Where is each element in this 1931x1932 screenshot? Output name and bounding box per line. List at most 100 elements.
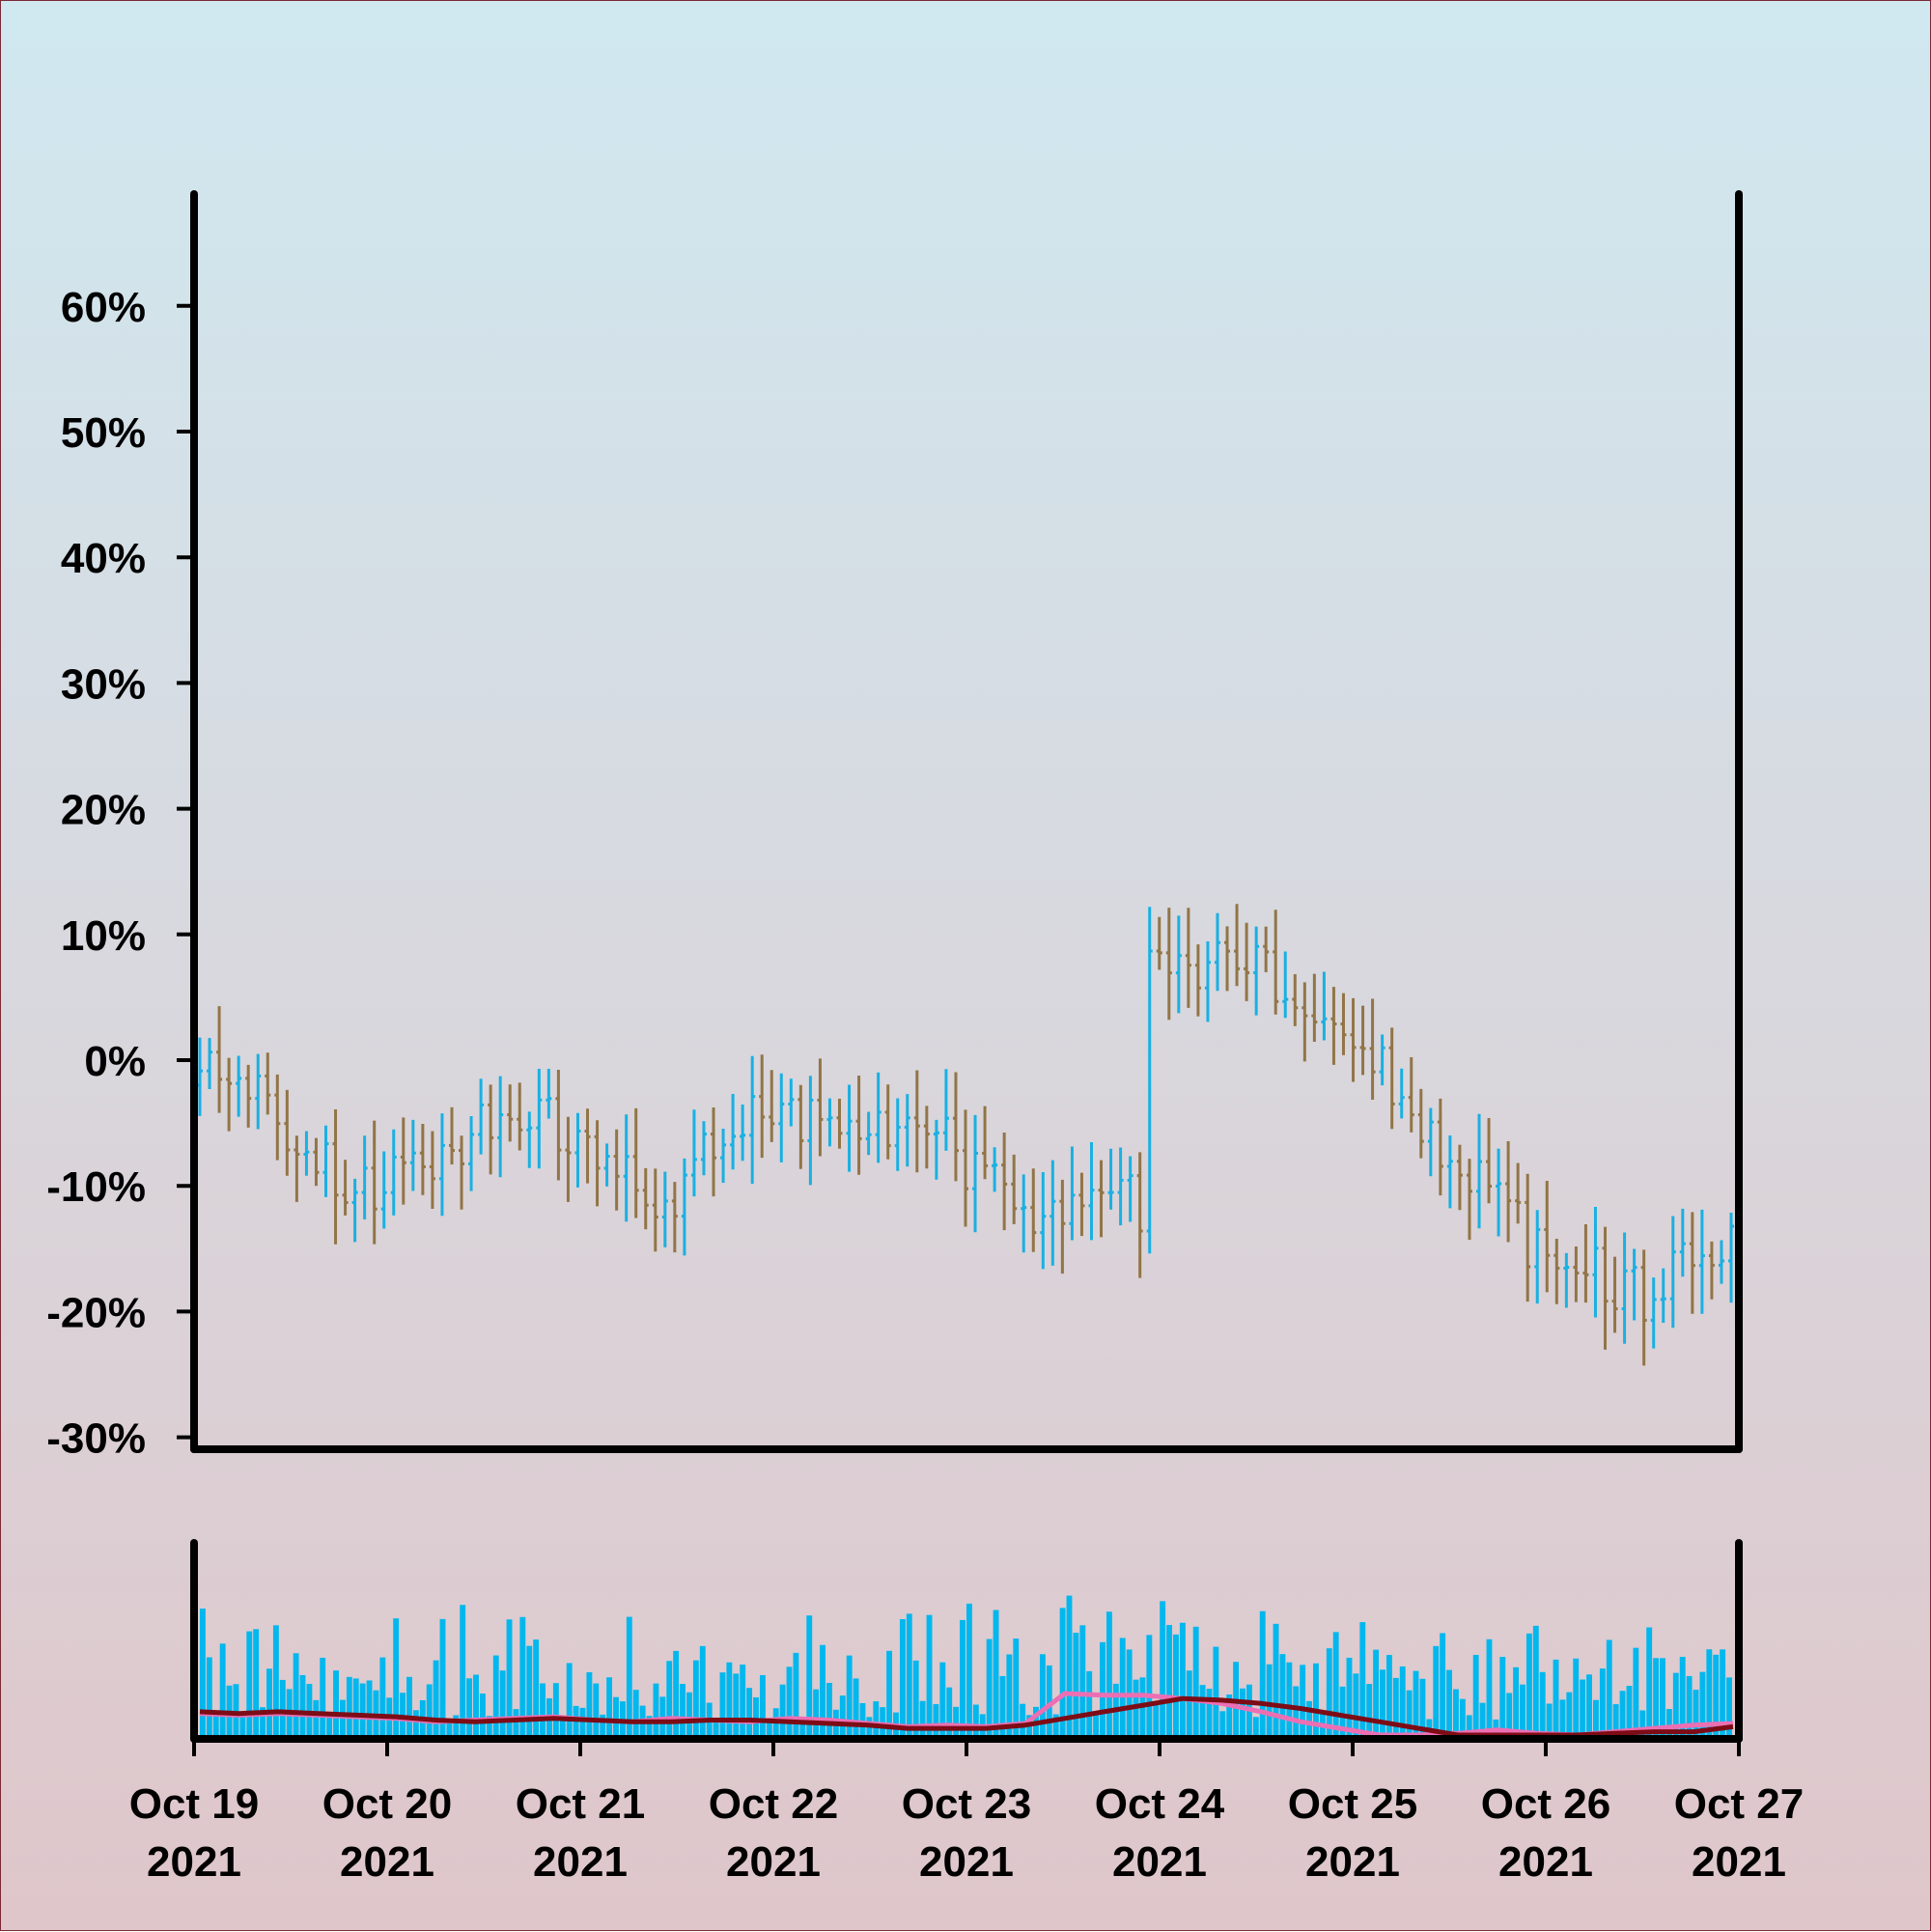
x-tick-label-day: Oct 24 (1095, 1780, 1225, 1828)
volume-bar (626, 1616, 632, 1739)
volume-bar (552, 1683, 559, 1739)
volume-bar (740, 1665, 746, 1739)
y-tick-label: 50% (61, 409, 146, 457)
ohlc-bar (361, 1135, 368, 1220)
ohlc-bar (923, 1106, 930, 1169)
ohlc-bar (963, 1109, 968, 1227)
volume-bar (1245, 1684, 1252, 1739)
ohlc-bar (788, 1078, 795, 1127)
volume-bar (873, 1701, 880, 1739)
volume-bar (412, 1710, 419, 1739)
ohlc-bar (255, 1053, 262, 1130)
ohlc-bar (1437, 1098, 1443, 1196)
volume-bar (513, 1709, 519, 1739)
volume-bar (939, 1662, 946, 1739)
ohlc-bar (1117, 1147, 1124, 1226)
volume-bar (1240, 1688, 1245, 1739)
ohlc-bar (1253, 926, 1260, 1016)
volume-bar (826, 1682, 832, 1739)
ohlc-bar (1650, 1277, 1657, 1349)
volume-bar (1479, 1702, 1486, 1739)
ohlc-bar (438, 1113, 445, 1217)
ohlc-bar (1476, 1113, 1483, 1229)
volume-bar (1206, 1689, 1213, 1739)
ohlc-bar (681, 1158, 687, 1256)
volume-bar (946, 1687, 953, 1739)
ohlc-bar (817, 1058, 824, 1157)
volume-bar (1013, 1638, 1020, 1739)
ohlc-bar (972, 1114, 979, 1233)
y-tick-label: 30% (61, 660, 146, 708)
ohlc-bar (769, 1070, 775, 1142)
volume-bar (1440, 1633, 1446, 1739)
ohlc-bar (351, 1178, 358, 1243)
volume-bar (1506, 1693, 1513, 1739)
ohlc-bar (448, 1106, 455, 1165)
volume-bar (1626, 1686, 1633, 1739)
ohlc-bar (1021, 1174, 1027, 1253)
ohlc-bar (1515, 1162, 1522, 1224)
x-tick-label-year: 2021 (1112, 1838, 1207, 1886)
volume-bar (1105, 1611, 1112, 1739)
volume-bar (1133, 1679, 1139, 1739)
ohlc-bar (1224, 926, 1231, 992)
ohlc-bar (390, 1129, 397, 1216)
ohlc-bar (1136, 1152, 1143, 1278)
volume-bar (1665, 1709, 1672, 1739)
volume-bar (1573, 1658, 1580, 1739)
volume-bar (699, 1645, 706, 1739)
ohlc-bar (671, 1182, 678, 1253)
volume-bar (1472, 1654, 1479, 1739)
x-axis: Oct 19 2021 Oct 20 2021 Oct 21 2021 Oct 22 2021… (129, 1739, 1805, 1886)
ohlc-bar (1582, 1223, 1589, 1303)
ohlc-bar (1321, 971, 1328, 1041)
volume-bar (1066, 1595, 1073, 1739)
volume-bar (433, 1660, 439, 1739)
ohlc-bar (740, 1104, 746, 1162)
volume-bar (759, 1674, 766, 1739)
volume-bar (293, 1653, 299, 1739)
ohlc-bar (1340, 993, 1347, 1055)
ohlc-bar (1359, 1005, 1366, 1076)
x-tick-label-day: Oct 26 (1481, 1780, 1611, 1828)
volume-bar (366, 1680, 373, 1739)
volume-bar (1446, 1669, 1452, 1739)
volume-bar (260, 1707, 266, 1739)
volume-bar (1346, 1657, 1353, 1739)
ohlc-bar (952, 1072, 959, 1182)
volume-bar (966, 1603, 972, 1739)
volume-bar (279, 1679, 286, 1739)
ohlc-bar (565, 1116, 572, 1202)
volume-bar (313, 1699, 320, 1739)
volume-bar (1079, 1625, 1086, 1739)
volume-bar (206, 1657, 212, 1739)
ohlc-bar (1505, 1140, 1512, 1243)
volume-bar (960, 1619, 966, 1739)
volume-bar (999, 1675, 1006, 1739)
volume-bar (646, 1716, 653, 1739)
volume-bar (1166, 1624, 1172, 1739)
ohlc-bar (216, 1006, 223, 1113)
volume-bar (526, 1645, 533, 1739)
volume-bar (200, 1609, 206, 1739)
ohlc-bar (1127, 1156, 1133, 1222)
ohlc-bar (1544, 1181, 1551, 1293)
ohlc-bar (904, 1094, 910, 1167)
ohlc-bar (584, 1108, 591, 1184)
volume-bar (393, 1618, 400, 1739)
ohlc-bar (1379, 1034, 1385, 1086)
volume-bar (866, 1717, 873, 1739)
volume-bar (460, 1605, 466, 1739)
x-tick-label-day: Oct 27 (1674, 1780, 1805, 1828)
volume-bar (466, 1678, 473, 1739)
volume-bar (1406, 1690, 1413, 1739)
ohlc-bar (1185, 908, 1191, 1008)
volume-bar (1219, 1711, 1226, 1739)
ohlc-bar (313, 1137, 320, 1187)
volume-bar (1459, 1698, 1466, 1739)
ohlc-bar (546, 1068, 552, 1119)
volume-bar (540, 1683, 546, 1739)
ohlc-bar (992, 1147, 998, 1192)
volume-bar (1286, 1662, 1293, 1739)
volume-bar (453, 1715, 460, 1739)
